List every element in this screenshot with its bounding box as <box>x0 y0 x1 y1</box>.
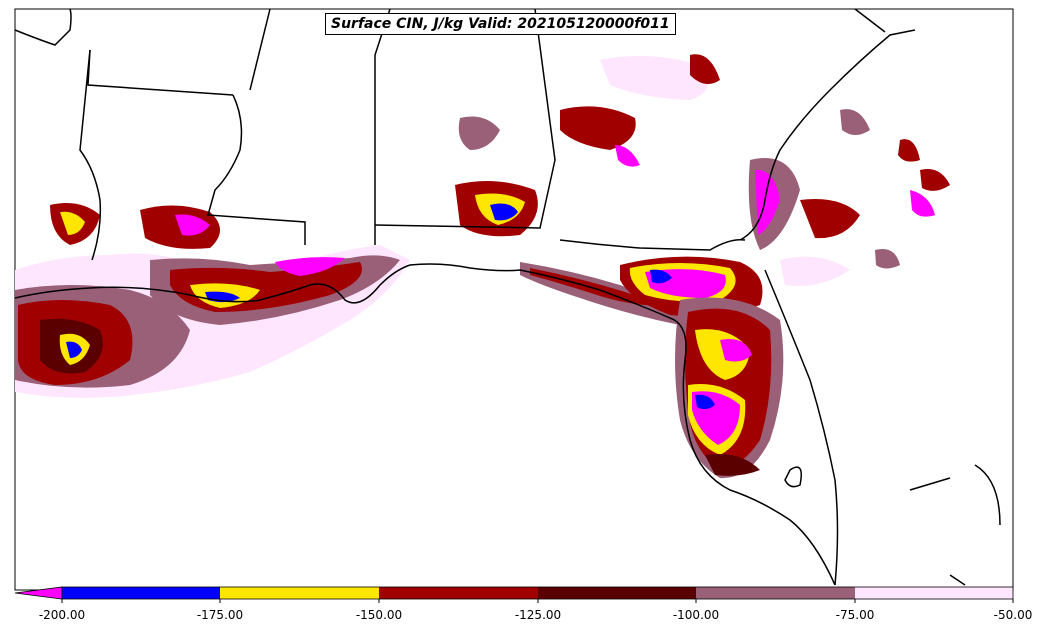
colorbar-tick-label: -200.00 <box>38 608 86 622</box>
colorbar-tick-label: -50.00 <box>993 608 1033 622</box>
ga-sc-border <box>854 8 886 33</box>
blob-ga-light <box>600 56 708 100</box>
blob-fl-pen-magenta-2 <box>720 339 752 362</box>
lake-okeechobee <box>784 466 802 488</box>
colorbar <box>14 586 1014 603</box>
colorbar-tick-label: -125.00 <box>514 608 562 622</box>
blob-tx-1-yellow <box>60 211 85 235</box>
colorbar-tick-label: -100.00 <box>672 608 720 622</box>
gulf-coastline <box>14 263 836 586</box>
colorbar-ticks <box>61 599 1014 603</box>
blob-atl-2 <box>840 109 870 135</box>
cin-fields <box>15 54 950 479</box>
blob-atl-4 <box>920 169 950 191</box>
colorbar-bin-yellow <box>220 587 379 599</box>
band-blue-west <box>66 341 82 358</box>
blob-fl-pen-blue <box>695 394 715 410</box>
tx-ok-border <box>14 8 72 46</box>
ar-la-border <box>207 94 306 245</box>
band-magenta-la <box>275 257 345 276</box>
blob-al-1 <box>560 106 636 150</box>
al-fl-border <box>559 238 746 251</box>
blob-atl-5 <box>875 249 900 269</box>
colorbar-bin-red <box>379 587 538 599</box>
ms-al-border <box>374 8 556 229</box>
map-title: Surface CIN, J/kg Valid: 202105120000f01… <box>325 13 676 35</box>
blob-ga-coast-magenta <box>755 169 780 235</box>
blob-ms-2 <box>458 116 500 150</box>
blob-atl-6 <box>910 190 935 217</box>
tx-la-border <box>79 49 102 261</box>
colorbar-bin-mauve <box>696 587 855 599</box>
blob-atl-light <box>780 256 850 286</box>
ar-ms-river <box>249 8 271 91</box>
colorbar-bin-darkred <box>538 587 696 599</box>
bahamas-2 <box>974 464 1001 526</box>
fl-east-coast <box>764 269 839 586</box>
blob-ms-1-blue <box>490 203 518 221</box>
blob-la-1-magenta <box>175 214 210 236</box>
colorbar-tick-label: -175.00 <box>196 608 244 622</box>
blob-fl-north-blue <box>650 269 672 284</box>
colorbar-tick-label: -150.00 <box>355 608 403 622</box>
blob-ga-red <box>690 54 720 84</box>
colorbar-bin-lightest <box>855 587 1013 599</box>
colorbar-tick-label: -75.00 <box>835 608 875 622</box>
cuba-hint <box>949 574 966 586</box>
colorbar-bin-blue <box>62 587 220 599</box>
blob-atl-3 <box>898 139 920 162</box>
blob-al-1-magenta <box>615 145 640 167</box>
blob-atl-1 <box>800 199 860 239</box>
bahamas-1 <box>909 477 951 491</box>
blob-fl-pen-darkred <box>705 454 760 476</box>
atlantic-coastline-north <box>739 29 916 241</box>
